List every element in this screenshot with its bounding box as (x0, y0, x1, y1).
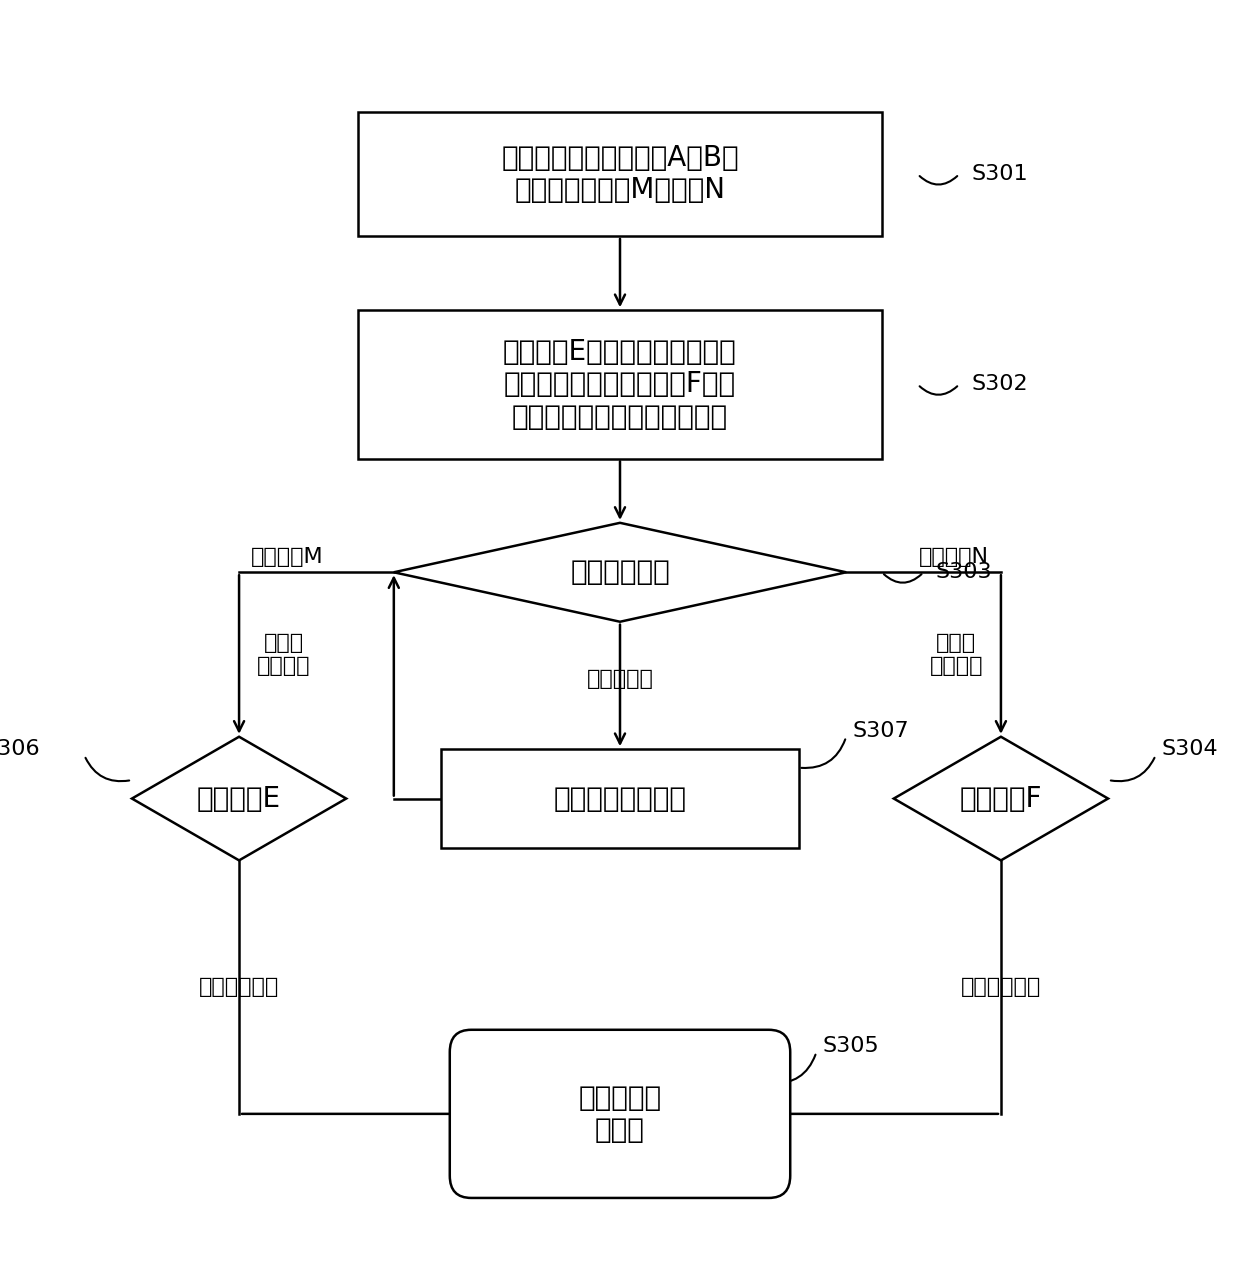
Text: S303: S303 (935, 563, 992, 582)
Text: 达到理想系数: 达到理想系数 (961, 978, 1042, 997)
Text: 输入指纹数据: 输入指纹数据 (570, 558, 670, 586)
FancyBboxPatch shape (441, 750, 799, 848)
Polygon shape (894, 737, 1109, 860)
Text: 定义指令E为在终端目前系数基
础上增加一级，定义指令F为在
目前终端系数基础上减少一级: 定义指令E为在终端目前系数基 础上增加一级，定义指令F为在 目前终端系数基础上减… (503, 337, 737, 430)
Text: S302: S302 (971, 375, 1028, 394)
Text: 触发指令F: 触发指令F (960, 784, 1042, 813)
Text: 未达到
理想系数: 未达到 理想系数 (930, 632, 983, 676)
Text: 采样两组不同指纹数据A和B，
分别定义为样本M和样本N: 采样两组不同指纹数据A和B， 分别定义为样本M和样本N (501, 144, 739, 205)
FancyBboxPatch shape (450, 1030, 790, 1198)
Text: S301: S301 (971, 164, 1028, 184)
Polygon shape (394, 523, 846, 622)
Text: 达到理想系数: 达到理想系数 (198, 978, 279, 997)
Text: S305: S305 (822, 1036, 879, 1056)
Text: 不吻合样本: 不吻合样本 (587, 670, 653, 689)
FancyBboxPatch shape (358, 310, 882, 459)
Text: S307: S307 (852, 720, 909, 741)
Text: 完成终端系
数调节: 完成终端系 数调节 (578, 1083, 662, 1144)
Text: 吻合样本M: 吻合样本M (250, 547, 324, 568)
Text: S304: S304 (1162, 739, 1218, 759)
Text: 提示重新输入指纹: 提示重新输入指纹 (553, 784, 687, 813)
Text: 触发指令E: 触发指令E (197, 784, 281, 813)
Text: S306: S306 (0, 739, 40, 759)
FancyBboxPatch shape (358, 112, 882, 236)
Text: 吻合样本N: 吻合样本N (919, 547, 990, 568)
Text: 未到达
理想系数: 未到达 理想系数 (257, 632, 310, 676)
Polygon shape (131, 737, 346, 860)
